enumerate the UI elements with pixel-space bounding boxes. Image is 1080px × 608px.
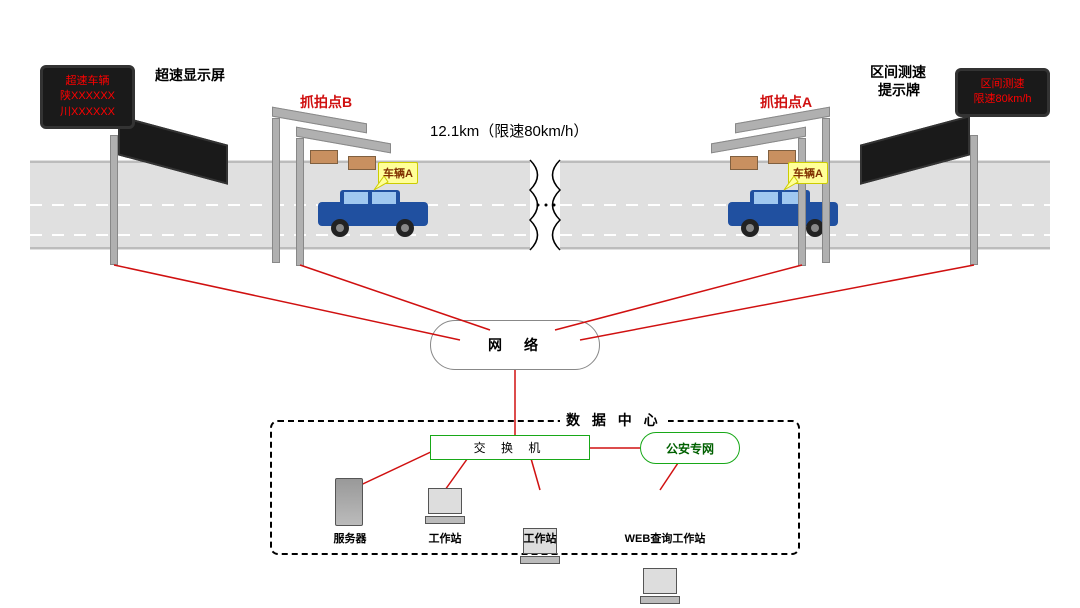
led-right-line1: 区间测速: [966, 77, 1039, 92]
gantry-b-camera-2: [348, 156, 376, 170]
gantry-a-pole-rear: [822, 118, 830, 263]
left-display-pole: [110, 135, 118, 265]
label-overspeed-display: 超速显示屏: [155, 65, 225, 85]
workstation-1-icon: [425, 488, 465, 528]
gantry-b-pole-front: [296, 138, 304, 266]
server-icon: [335, 478, 363, 526]
label-distance: 12.1km（限速80km/h）: [430, 120, 588, 141]
gantry-a-pole-front: [798, 138, 806, 266]
callout-left-pointer: [370, 176, 390, 192]
right-display-pole: [970, 135, 978, 265]
label-data-center: 数 据 中 心: [560, 410, 668, 430]
led-left-line1: 超速车辆: [51, 74, 124, 89]
label-workstation-1: 工作站: [415, 530, 475, 546]
gantry-b-pole-rear: [272, 118, 280, 263]
led-left-line3: 川XXXXXX: [51, 105, 124, 120]
left-display-perspective: [118, 115, 228, 184]
police-net-cloud: 公安专网: [640, 432, 740, 464]
switch-box: 交 换 机: [430, 435, 590, 460]
label-capture-b: 抓拍点B: [300, 92, 352, 112]
label-web-workstation: WEB查询工作站: [605, 530, 725, 546]
gantry-b-camera-1: [310, 150, 338, 164]
label-interval-sign-title: 区间测速: [870, 62, 926, 82]
led-left-line2: 陕XXXXXX: [51, 89, 124, 104]
label-interval-sign-sub: 提示牌: [878, 80, 920, 100]
network-cloud: 网 络: [430, 320, 600, 370]
label-capture-a: 抓拍点A: [760, 92, 812, 112]
web-workstation-icon: [640, 568, 680, 608]
right-display-perspective: [860, 115, 970, 184]
led-display-left: 超速车辆 陕XXXXXX 川XXXXXX: [40, 65, 135, 129]
led-display-right: 区间测速 限速80km/h: [955, 68, 1050, 117]
callout-right-pointer: [780, 176, 800, 192]
gantry-a-camera-2: [730, 156, 758, 170]
label-server: 服务器: [320, 530, 380, 546]
label-workstation-2: 工作站: [510, 530, 570, 546]
led-right-line2: 限速80km/h: [966, 92, 1039, 107]
